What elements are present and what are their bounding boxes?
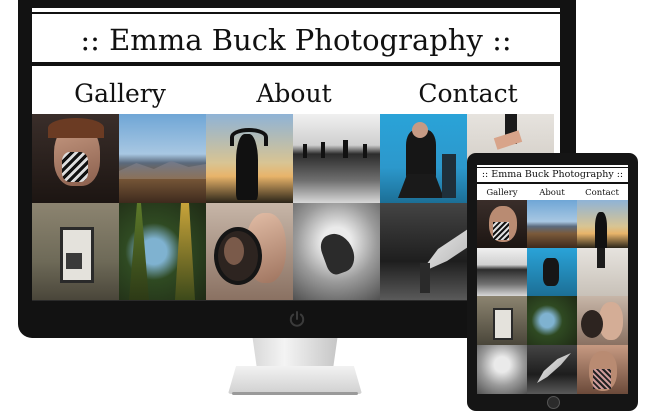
nav-gallery[interactable]: Gallery [74, 79, 166, 108]
tablet-photo-gallery [477, 200, 628, 394]
nav-about[interactable]: About [256, 79, 332, 108]
tablet-screen: :: Emma Buck Photography :: Gallery Abou… [477, 165, 628, 394]
tablet-nav-gallery[interactable]: Gallery [486, 188, 518, 198]
photo-tile[interactable] [32, 203, 119, 300]
nav-contact[interactable]: Contact [418, 79, 518, 108]
tablet-nav-about[interactable]: About [539, 188, 565, 198]
site-title: :: Emma Buck Photography :: [32, 12, 560, 66]
photo-tile[interactable] [477, 345, 527, 394]
photo-gallery [32, 114, 554, 300]
tablet-device: :: Emma Buck Photography :: Gallery Abou… [467, 153, 638, 411]
photo-tile[interactable] [577, 200, 628, 248]
photo-tile[interactable] [293, 203, 380, 300]
photo-tile[interactable] [293, 114, 380, 203]
tablet-site-title: :: Emma Buck Photography :: [477, 167, 628, 184]
tablet-nav: Gallery About Contact [477, 187, 628, 199]
photo-tile[interactable] [380, 114, 467, 203]
photo-tile[interactable] [527, 200, 577, 248]
power-icon[interactable] [288, 310, 306, 328]
photo-tile[interactable] [577, 345, 628, 394]
tablet-nav-contact[interactable]: Contact [585, 188, 619, 198]
photo-tile[interactable] [32, 114, 119, 203]
photo-tile[interactable] [206, 203, 293, 300]
photo-tile[interactable] [527, 248, 577, 296]
photo-tile[interactable] [477, 248, 527, 296]
photo-tile[interactable] [119, 114, 206, 203]
monitor-chin-divider [32, 300, 560, 301]
monitor-stand-neck [252, 338, 338, 368]
photo-tile[interactable] [477, 296, 527, 345]
photo-tile[interactable] [527, 296, 577, 345]
photo-tile[interactable] [577, 296, 628, 345]
main-nav: Gallery About Contact [32, 74, 560, 114]
monitor-stand-base [228, 366, 362, 394]
photo-tile[interactable] [119, 203, 206, 300]
photo-tile[interactable] [206, 114, 293, 203]
photo-tile[interactable] [527, 345, 577, 394]
photo-tile[interactable] [477, 200, 527, 248]
monitor-stand-shadow [232, 392, 358, 395]
photo-tile[interactable] [577, 248, 628, 296]
home-button-icon[interactable] [547, 396, 560, 409]
